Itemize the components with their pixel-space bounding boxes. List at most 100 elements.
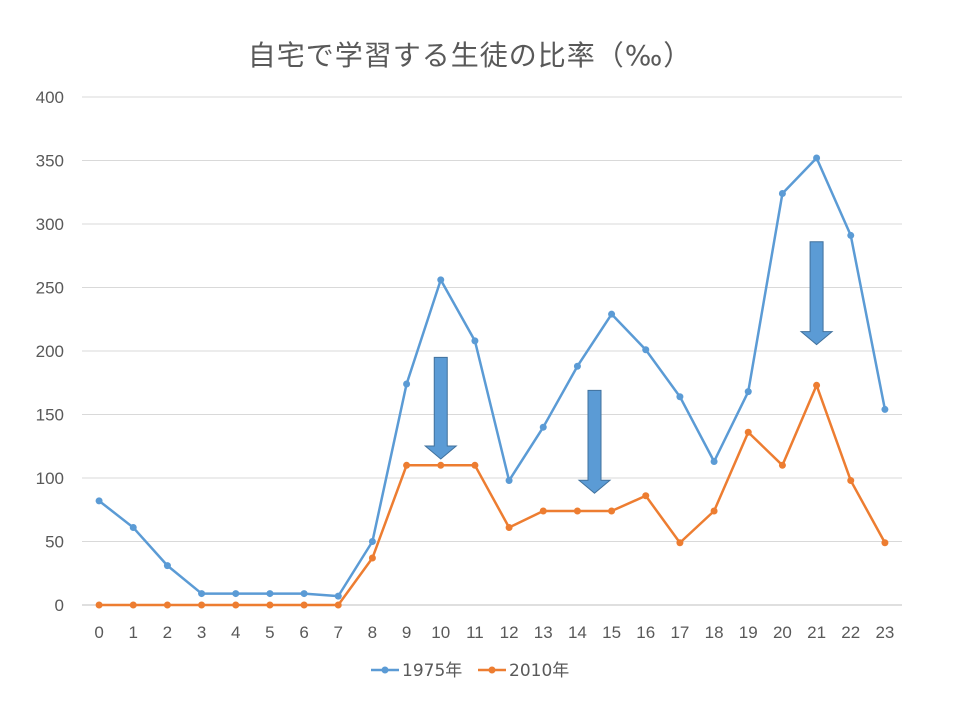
series-2	[95, 381, 889, 609]
series-1	[95, 154, 889, 600]
x-tick-label: 11	[466, 623, 484, 642]
data-point	[437, 276, 445, 284]
x-tick-label: 17	[670, 623, 689, 642]
data-point	[676, 539, 684, 547]
series-line	[98, 156, 887, 598]
data-point	[539, 507, 547, 515]
data-point	[403, 380, 411, 388]
y-tick-label: 50	[45, 533, 64, 552]
x-axis-ticks: 0 1 2 3 4 5 6 7 8 9 10 11 12 13 14 15 16 17 18 19 20 21 22 23	[94, 623, 894, 642]
series-group	[95, 154, 889, 609]
x-tick-label: 14	[568, 623, 587, 642]
x-tick-label: 16	[636, 623, 655, 642]
x-tick-label: 5	[265, 623, 274, 642]
x-tick-label: 6	[299, 623, 308, 642]
data-point	[608, 310, 616, 318]
data-point	[744, 428, 752, 436]
data-point	[129, 524, 137, 532]
data-point	[710, 507, 718, 515]
x-tick-label: 12	[500, 623, 519, 642]
x-tick-label: 21	[807, 623, 826, 642]
data-point	[676, 393, 684, 401]
x-tick-label: 8	[368, 623, 377, 642]
x-tick-label: 7	[334, 623, 343, 642]
data-point	[95, 497, 103, 505]
data-point	[573, 507, 581, 515]
data-point	[232, 601, 240, 609]
data-point	[505, 524, 513, 532]
y-tick-label: 300	[36, 215, 64, 234]
data-point	[403, 461, 411, 469]
data-point	[129, 601, 137, 609]
x-tick-label: 15	[602, 623, 621, 642]
y-tick-label: 250	[36, 279, 64, 298]
data-point	[300, 590, 308, 598]
data-point	[198, 601, 206, 609]
data-point	[334, 601, 342, 609]
data-point	[163, 601, 171, 609]
data-point	[437, 461, 445, 469]
chart-title: 自宅で学習する生徒の比率（‰）	[247, 39, 693, 72]
data-point	[163, 562, 171, 570]
gridlines	[82, 96, 902, 606]
series-line	[99, 384, 887, 607]
x-tick-label: 4	[231, 623, 240, 642]
data-point	[368, 538, 376, 545]
x-tick-label: 10	[431, 623, 450, 642]
x-tick-label: 22	[841, 623, 860, 642]
data-point	[368, 554, 376, 562]
data-point	[95, 601, 103, 609]
data-point	[471, 461, 479, 469]
data-point	[198, 590, 206, 598]
y-tick-label: 200	[36, 342, 64, 361]
data-point	[710, 457, 718, 465]
data-point	[232, 590, 240, 598]
x-tick-label: 2	[163, 623, 172, 642]
x-tick-label: 20	[773, 623, 792, 642]
data-point	[471, 337, 479, 345]
data-point	[813, 154, 821, 162]
data-point	[505, 477, 513, 485]
legend-label: 2010年	[509, 661, 569, 681]
legend: 1975年 2010年	[371, 661, 569, 681]
y-tick-label: 150	[36, 406, 64, 425]
legend-swatch-marker	[381, 666, 389, 674]
x-tick-label: 23	[875, 623, 894, 642]
data-point	[300, 601, 308, 609]
x-tick-label: 1	[129, 623, 138, 642]
data-point	[642, 346, 650, 354]
data-point	[881, 539, 889, 547]
data-point	[881, 405, 889, 413]
data-point	[744, 388, 752, 396]
data-point	[642, 492, 650, 500]
y-tick-label: 350	[36, 152, 64, 171]
x-tick-label: 19	[739, 623, 758, 642]
x-tick-label: 3	[197, 623, 206, 642]
data-point	[266, 590, 274, 598]
data-point	[608, 507, 616, 515]
data-point	[847, 477, 855, 485]
data-point	[778, 461, 786, 469]
data-point	[847, 231, 855, 239]
data-point	[813, 381, 821, 389]
x-tick-label: 18	[705, 623, 724, 642]
down-arrow	[577, 389, 612, 494]
down-arrow	[799, 241, 834, 346]
data-point	[573, 362, 581, 370]
annotation-arrows	[423, 241, 834, 494]
y-tick-label: 0	[55, 596, 64, 615]
data-point	[266, 601, 274, 609]
y-tick-label: 400	[36, 88, 64, 107]
data-point	[778, 190, 786, 198]
y-tick-label: 100	[36, 469, 64, 488]
data-point	[539, 423, 547, 431]
x-tick-label: 13	[534, 623, 553, 642]
legend-swatch-marker	[488, 666, 496, 674]
y-axis-ticks: 0 50 100 150 200 250 300 350 400	[36, 88, 64, 615]
x-tick-label: 0	[94, 623, 103, 642]
legend-label: 1975年	[402, 661, 462, 681]
data-point	[334, 592, 342, 600]
x-tick-label: 9	[402, 623, 411, 642]
